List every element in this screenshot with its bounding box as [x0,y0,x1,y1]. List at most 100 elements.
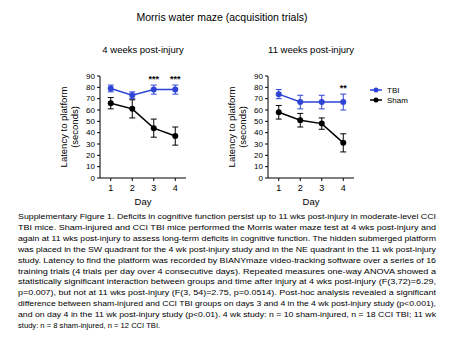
y-tick [265,98,268,99]
error-cap [129,117,135,118]
error-cap [319,117,325,118]
caption-line: again at 11 wks post-injury to assess lo… [18,234,436,243]
error-cap [340,110,346,111]
y-tick [265,76,268,77]
y-tick [97,87,100,88]
y-tick-label: 80 [254,83,263,92]
error-cap [276,119,282,120]
error-cap [129,98,135,99]
y-tick-label: 40 [254,128,263,137]
point [151,87,157,93]
y-tick-label: 60 [254,106,263,115]
chart: 4 weeks post-injury0102030405060708090La… [58,44,186,207]
y-tick-label: 50 [86,117,95,126]
caption-line: p=0.007), but not at 11 wks post-injury … [18,288,437,297]
y-tick [97,121,100,122]
series-line [279,112,344,143]
y-tick-label: 80 [86,83,95,92]
y-tick-label: 90 [254,72,263,81]
point [172,133,178,139]
error-cap [151,119,157,120]
error-cap [129,91,135,92]
x-tick [343,178,344,181]
x-tick-label: 1 [276,183,281,193]
error-bar [151,85,157,94]
y-tick-label: 30 [86,140,95,149]
error-cap [340,151,346,152]
plot-data [276,90,347,152]
caption-line: and on day 4 in the 11 wk post-injury st… [18,310,436,319]
y-tick [97,166,100,167]
legend-marker [374,98,379,103]
x-axis-label: Day [303,196,320,207]
y-tick [265,178,268,179]
y-tick [97,98,100,99]
y-tick-label: 0 [91,174,96,183]
error-bar [108,85,114,92]
point [151,125,157,131]
y-axis [268,76,269,178]
error-cap [276,105,282,106]
point [297,99,303,105]
y-tick [265,87,268,88]
chart: 11 weeks post-injury0102030405060708090L… [226,44,408,207]
y-axis-label-line: Latency to platform [226,87,237,168]
x-tick-label: 1 [108,183,113,193]
error-cap [297,127,303,128]
error-cap [151,85,157,86]
y-tick [265,144,268,145]
y-tick-label: 60 [86,106,95,115]
error-cap [319,108,325,109]
annotation: *** [170,74,181,84]
error-cap [297,113,303,114]
error-cap [172,94,178,95]
y-tick-label: 20 [86,151,95,160]
y-tick [97,76,100,77]
point [276,109,282,115]
x-tick-label: 4 [173,183,178,193]
error-cap [172,145,178,146]
caption-line: training trials (4 trials per day over 4… [18,267,437,276]
caption-line: study: n = 8 sham-injured, n = 12 CCI TB… [18,321,160,330]
error-cap [108,108,114,109]
error-bar [276,90,282,99]
y-axis [100,76,101,178]
error-cap [172,85,178,86]
y-tick [265,132,268,133]
y-tick [265,155,268,156]
point [340,99,346,105]
point [340,140,346,146]
point [108,85,114,91]
error-cap [129,99,135,100]
error-bar [172,127,178,145]
error-cap [340,133,346,134]
y-tick-label: 40 [86,128,95,137]
y-tick-label: 90 [86,72,95,81]
chart-title: 4 weeks post-injury [102,44,184,55]
x-tick [300,178,301,181]
caption-line: difference between sham-injured and CCI … [18,299,436,308]
error-bar [297,95,303,109]
caption-line: was placed in the SW quadrant for the 4 … [17,245,436,254]
error-cap [340,94,346,95]
error-cap [319,95,325,96]
plot-data [108,85,179,145]
point [297,117,303,123]
y-tick-label: 10 [86,162,95,171]
x-tick-label: 2 [298,183,303,193]
caption-line: study. Latency to find the platform was … [18,256,436,265]
x-tick-label: 2 [130,183,135,193]
error-bar [172,85,178,94]
caption-line: Supplementary Figure 1. Deficits in cogn… [18,212,436,221]
point [319,121,325,127]
y-tick [97,110,100,111]
y-tick-label: 20 [254,151,263,160]
error-bar [108,98,114,109]
point [129,106,135,112]
error-cap [151,94,157,95]
annotation: *** [148,74,159,84]
error-bar [319,95,325,109]
error-bar [276,105,282,119]
x-tick [175,178,176,181]
x-tick-label: 3 [151,183,156,193]
